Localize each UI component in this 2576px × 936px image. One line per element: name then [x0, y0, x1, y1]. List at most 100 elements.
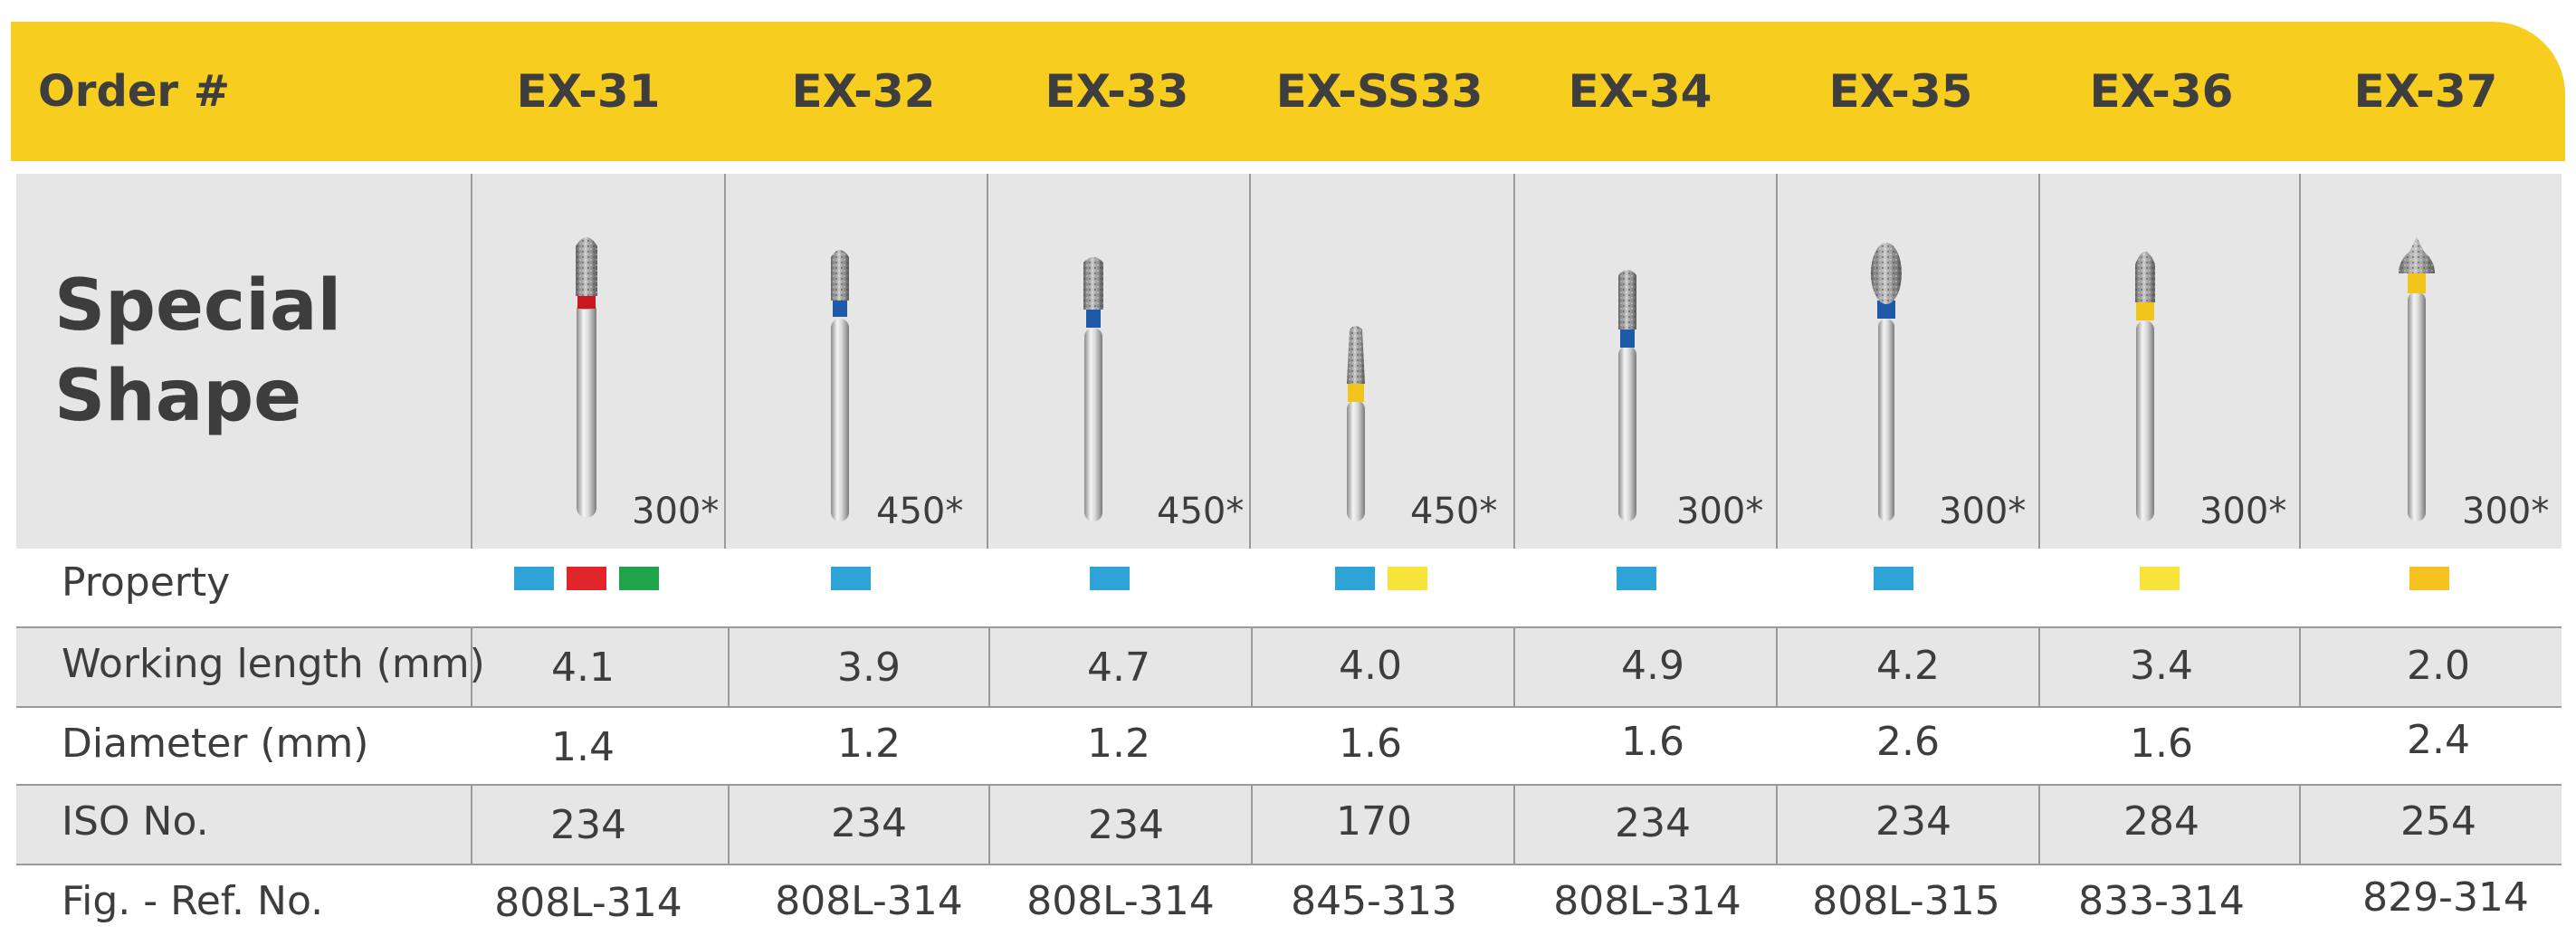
cell-divider	[1251, 628, 1253, 706]
cell-divider	[1513, 786, 1515, 864]
iso-ex-37: 254	[2400, 798, 2476, 845]
working-length-ex-34: 4.9	[1621, 643, 1684, 689]
order-code-ex-32: EX-32	[791, 65, 936, 118]
bur-image-ex-35	[1859, 174, 1913, 549]
property-swatch-ex-34-1	[1617, 567, 1656, 590]
working-length-ex-35: 4.2	[1876, 643, 1940, 689]
property-swatch-ex-ss33-1	[1335, 567, 1375, 590]
iso-ex-34: 234	[1615, 800, 1691, 846]
bur-image-ex-ss33	[1329, 174, 1383, 549]
order-code-ex-37: EX-37	[2353, 65, 2498, 118]
iso-ex-33: 234	[1088, 802, 1164, 848]
working-length-label: Working length (mm)	[62, 641, 485, 687]
ref-ex-35: 808L-315	[1812, 878, 2000, 924]
ref-label: Fig. - Ref. No.	[62, 878, 324, 924]
cell-divider	[728, 786, 730, 864]
iso-ex-31: 234	[550, 802, 626, 848]
cell-divider	[988, 628, 990, 706]
property-swatch-ex-31-2	[567, 567, 606, 590]
working-length-ex-ss33: 4.0	[1339, 643, 1402, 689]
rpm-ex-37: 300*	[2462, 491, 2550, 532]
property-swatch-ex-32-1	[831, 567, 871, 590]
order-code-ex-36: EX-36	[2089, 65, 2234, 118]
order-code-ex-34: EX-34	[1568, 65, 1713, 118]
bur-image-ex-31	[559, 174, 614, 549]
cell-divider	[471, 786, 472, 864]
property-swatch-ex-31-1	[514, 567, 554, 590]
iso-ex-36: 284	[2123, 798, 2199, 845]
property-swatch-ex-33-1	[1090, 567, 1130, 590]
column-divider	[724, 174, 726, 549]
rpm-ex-33: 450*	[1157, 491, 1245, 532]
special-shape-images-row: Special Shape	[16, 174, 2562, 549]
cell-divider	[2299, 786, 2301, 864]
diameter-ex-31: 1.4	[551, 724, 615, 770]
ref-ex-34: 808L-314	[1553, 878, 1741, 924]
rpm-ex-ss33: 450*	[1410, 491, 1498, 532]
diameter-ex-34: 1.6	[1621, 719, 1684, 765]
diameter-label: Diameter (mm)	[62, 721, 369, 767]
working-length-ex-36: 3.4	[2130, 643, 2193, 689]
cell-divider	[1776, 628, 1778, 706]
cell-divider	[1513, 628, 1515, 706]
ref-ex-32: 808L-314	[775, 878, 963, 924]
working-length-ex-33: 4.7	[1087, 645, 1150, 691]
bur-image-ex-36	[2118, 174, 2172, 549]
order-number-label: Order #	[38, 66, 230, 117]
column-divider	[987, 174, 988, 549]
iso-ex-32: 234	[831, 800, 907, 846]
column-divider	[1776, 174, 1778, 549]
diameter-ex-36: 1.6	[2130, 721, 2193, 767]
order-code-ex-ss33: EX-SS33	[1275, 65, 1484, 118]
diameter-row: Diameter (mm) 1.4 1.2 1.2 1.6 1.6 2.6 1.…	[16, 708, 2562, 786]
bur-image-ex-33	[1066, 174, 1121, 549]
working-length-ex-37: 2.0	[2407, 643, 2470, 689]
iso-ex-ss33: 170	[1336, 798, 1412, 845]
diameter-ex-32: 1.2	[837, 721, 901, 767]
bur-image-ex-32	[813, 174, 867, 549]
special-shape-label-line1: Special	[54, 265, 342, 347]
cell-divider	[2299, 628, 2301, 706]
special-shape-label: Special Shape	[54, 261, 341, 442]
property-swatch-ex-37-1	[2409, 567, 2449, 590]
ref-ex-31: 808L-314	[494, 880, 682, 926]
cell-divider	[2038, 628, 2040, 706]
order-code-ex-35: EX-35	[1828, 65, 1973, 118]
property-swatch-ex-31-3	[619, 567, 659, 590]
cell-divider	[1251, 786, 1253, 864]
cell-divider	[2038, 786, 2040, 864]
rpm-ex-35: 300*	[1939, 491, 2027, 532]
bur-image-ex-34	[1600, 174, 1655, 549]
working-length-ex-32: 3.9	[837, 645, 901, 691]
iso-row: ISO No. 234 234 234 170 234 234 284 254	[16, 784, 2562, 865]
iso-ex-35: 234	[1875, 798, 1951, 845]
ref-ex-36: 833-314	[2078, 878, 2245, 924]
column-divider	[2038, 174, 2040, 549]
column-divider	[1249, 174, 1251, 549]
special-shape-label-line2: Shape	[54, 356, 302, 437]
column-divider	[1513, 174, 1515, 549]
working-length-ex-31: 4.1	[551, 645, 615, 691]
property-swatch-ex-36-1	[2140, 567, 2180, 590]
order-code-ex-33: EX-33	[1045, 65, 1189, 118]
header-bar: Order # EX-31 EX-32 EX-33 EX-SS33 EX-34 …	[11, 22, 2565, 161]
rpm-ex-32: 450*	[876, 491, 964, 532]
diameter-ex-37: 2.4	[2407, 717, 2470, 763]
diameter-ex-ss33: 1.6	[1339, 721, 1402, 767]
band-ex-31	[577, 296, 596, 309]
bur-image-ex-37	[2390, 174, 2444, 549]
property-swatch-ex-ss33-2	[1388, 567, 1427, 590]
cell-divider	[988, 786, 990, 864]
cell-divider	[1776, 786, 1778, 864]
column-divider	[2299, 174, 2301, 549]
diameter-ex-33: 1.2	[1087, 721, 1150, 767]
rpm-ex-34: 300*	[1676, 491, 1764, 532]
working-length-row: Working length (mm) 4.1 3.9 4.7 4.0 4.9 …	[16, 626, 2562, 708]
property-label: Property	[62, 559, 231, 606]
cell-divider	[471, 628, 472, 706]
property-swatch-ex-35-1	[1874, 567, 1913, 590]
rpm-ex-31: 300*	[632, 491, 720, 532]
rpm-ex-36: 300*	[2199, 491, 2287, 532]
ref-ex-ss33: 845-313	[1291, 878, 1457, 924]
cell-divider	[728, 628, 730, 706]
